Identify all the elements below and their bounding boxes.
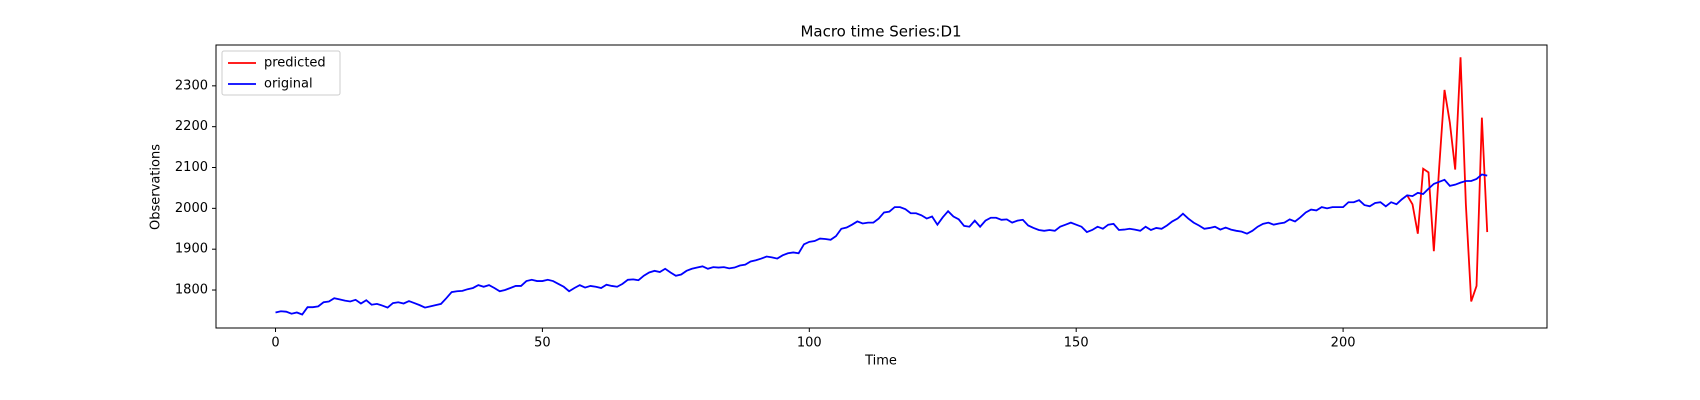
y-tick-label: 2000 [175, 201, 208, 216]
x-tick-label: 100 [797, 336, 822, 351]
y-tick-label: 2200 [175, 119, 208, 134]
plot-frame [215, 44, 1548, 329]
legend-label: original [264, 77, 313, 92]
y-axis-label: Observations [149, 144, 164, 230]
x-tick-label: 0 [271, 336, 279, 351]
legend-label: predicted [264, 56, 326, 71]
y-tick-label: 1900 [175, 242, 208, 257]
x-tick-label: 200 [1331, 336, 1356, 351]
y-tick-label: 1800 [175, 283, 208, 298]
x-tick-label: 50 [534, 336, 551, 351]
line-series [275, 173, 1488, 316]
x-axis-label: Time [864, 354, 897, 369]
x-tick-label: 150 [1064, 336, 1089, 351]
y-tick-label: 2100 [175, 160, 208, 175]
y-tick-label: 2300 [175, 78, 208, 93]
line-series [1406, 57, 1489, 302]
chart-title: Macro time Series:D1 [800, 23, 961, 41]
